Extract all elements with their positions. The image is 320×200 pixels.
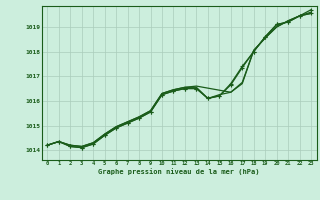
X-axis label: Graphe pression niveau de la mer (hPa): Graphe pression niveau de la mer (hPa) bbox=[99, 168, 260, 175]
